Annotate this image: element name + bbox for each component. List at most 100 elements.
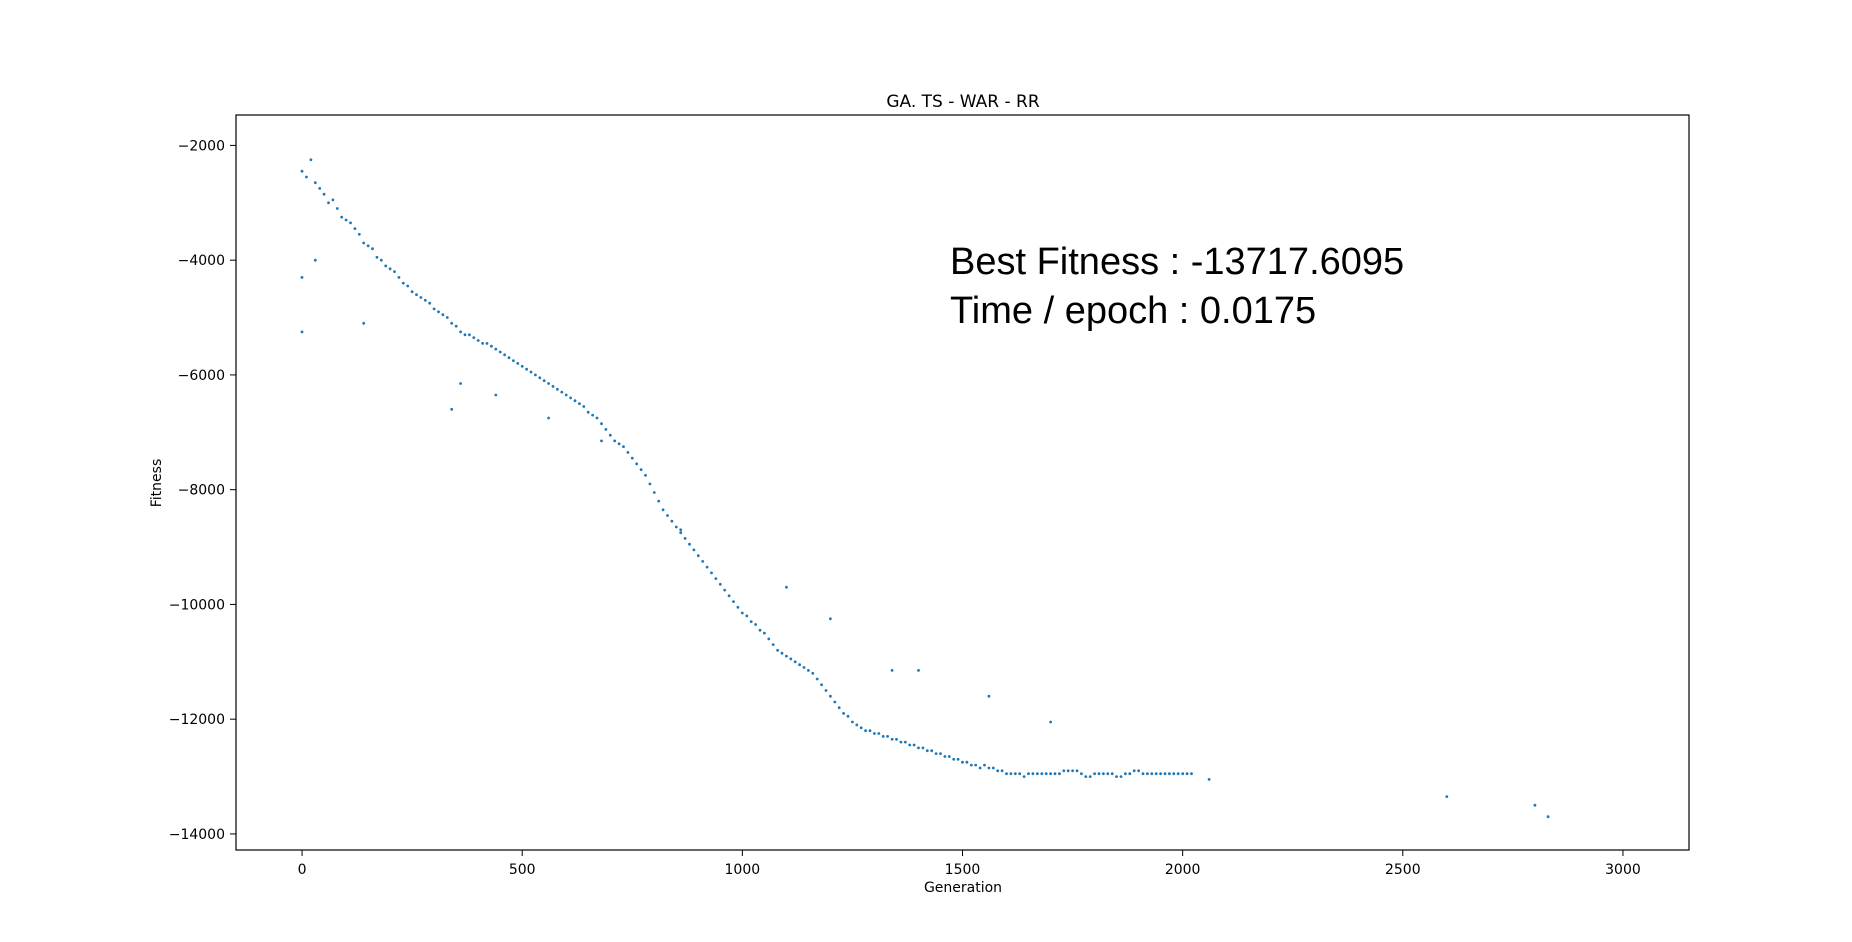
scatter-point [582,405,586,408]
scatter-point [349,221,352,225]
scatter-point [899,740,903,744]
scatter-point [397,276,401,279]
plot-background [236,115,1689,850]
y-tick-label: −4000 [178,253,225,269]
scatter-point [1062,769,1066,773]
scatter-point [1163,772,1167,776]
scatter-point [952,757,956,761]
scatter-point [494,347,498,351]
scatter-point [305,175,308,179]
scatter-point [683,537,687,540]
y-axis: −2000 −4000 −6000 −8000 −10000 −12000 −14000 [169,138,236,843]
y-axis-label: Fitness [149,459,165,508]
scatter-point [679,528,683,532]
scatter-point [1071,769,1074,773]
scatter-point [824,689,828,692]
y-tick-label: −2000 [178,138,225,154]
scatter-point [520,364,524,368]
scatter-point [1115,775,1118,778]
scatter-point [423,298,427,302]
scatter-point [379,258,383,262]
y-tick-label: −14000 [169,827,225,843]
scatter-point [313,258,317,262]
scatter-point [639,468,643,471]
scatter-point [846,714,850,718]
x-tick-label: 2500 [1385,862,1421,878]
scatter-point [1110,772,1114,776]
scatter-point [758,628,762,632]
scatter-point [1044,772,1048,776]
scatter-point [595,416,599,420]
scatter-point [666,514,669,517]
scatter-point [335,207,339,210]
scatter-point [798,663,801,667]
scatter-point [996,769,1000,773]
scatter-point [1075,769,1079,773]
scatter-point [1150,772,1154,776]
scatter-point [727,594,731,598]
scatter-point [507,356,511,360]
scatter-point [793,660,797,664]
x-tick-label: 1000 [725,862,761,878]
scatter-point [864,729,867,733]
scatter-point [353,227,357,231]
scatter-point [956,757,960,761]
scatter-point [1080,772,1083,776]
scatter-point [300,169,304,173]
scatter-point [855,723,859,727]
scatter-point [318,187,322,190]
scatter-point [556,387,559,391]
scatter-point [1168,772,1171,776]
scatter-point [978,766,982,770]
scatter-point [547,382,550,385]
scatter-point [1172,772,1176,776]
scatter-point [917,669,920,672]
scatter-point [503,353,506,357]
scatter-point [987,694,991,698]
scatter-point [1181,772,1185,776]
scatter-point [939,752,942,755]
scatter-point [895,737,898,741]
scatter-point [604,428,608,431]
scatter-point [419,296,423,299]
x-axis: 0 500 1000 1500 2000 2500 3000 [298,850,1641,878]
scatter-point [428,301,432,305]
scatter-point [969,763,973,767]
scatter-point [701,560,705,563]
y-tick-label: −8000 [178,483,225,499]
scatter-point [890,669,894,672]
scatter-point [1106,772,1110,776]
scatter-point [991,766,995,770]
scatter-point [542,379,546,383]
scatter-point [1049,772,1052,776]
scatter-point [657,499,661,503]
scatter-point [767,637,771,641]
scatter-point [331,198,335,202]
scatter-point [485,342,489,345]
scatter-point [586,410,590,414]
scatter-point [881,735,885,738]
scatter-point [357,232,361,236]
scatter-point [547,416,550,420]
scatter-point [327,201,330,205]
scatter-point [1022,775,1026,778]
scatter-point [1445,795,1449,798]
scatter-point [1018,772,1022,776]
scatter-point [877,732,881,735]
scatter-point [780,651,784,655]
x-tick-label: 500 [509,862,536,878]
scatter-point [459,382,462,385]
scatter-point [445,316,449,319]
scatter-point [437,310,440,314]
scatter-point [859,726,863,730]
scatter-point [1097,772,1101,776]
scatter-point [1084,775,1088,778]
scatter-point [622,445,625,448]
scatter-point [516,362,520,365]
scatter-point [617,442,621,446]
scatter-point [679,531,683,535]
scatter-point [538,376,542,380]
scatter-point [749,620,753,623]
scatter-point [723,588,727,592]
scatter-point [987,766,991,770]
